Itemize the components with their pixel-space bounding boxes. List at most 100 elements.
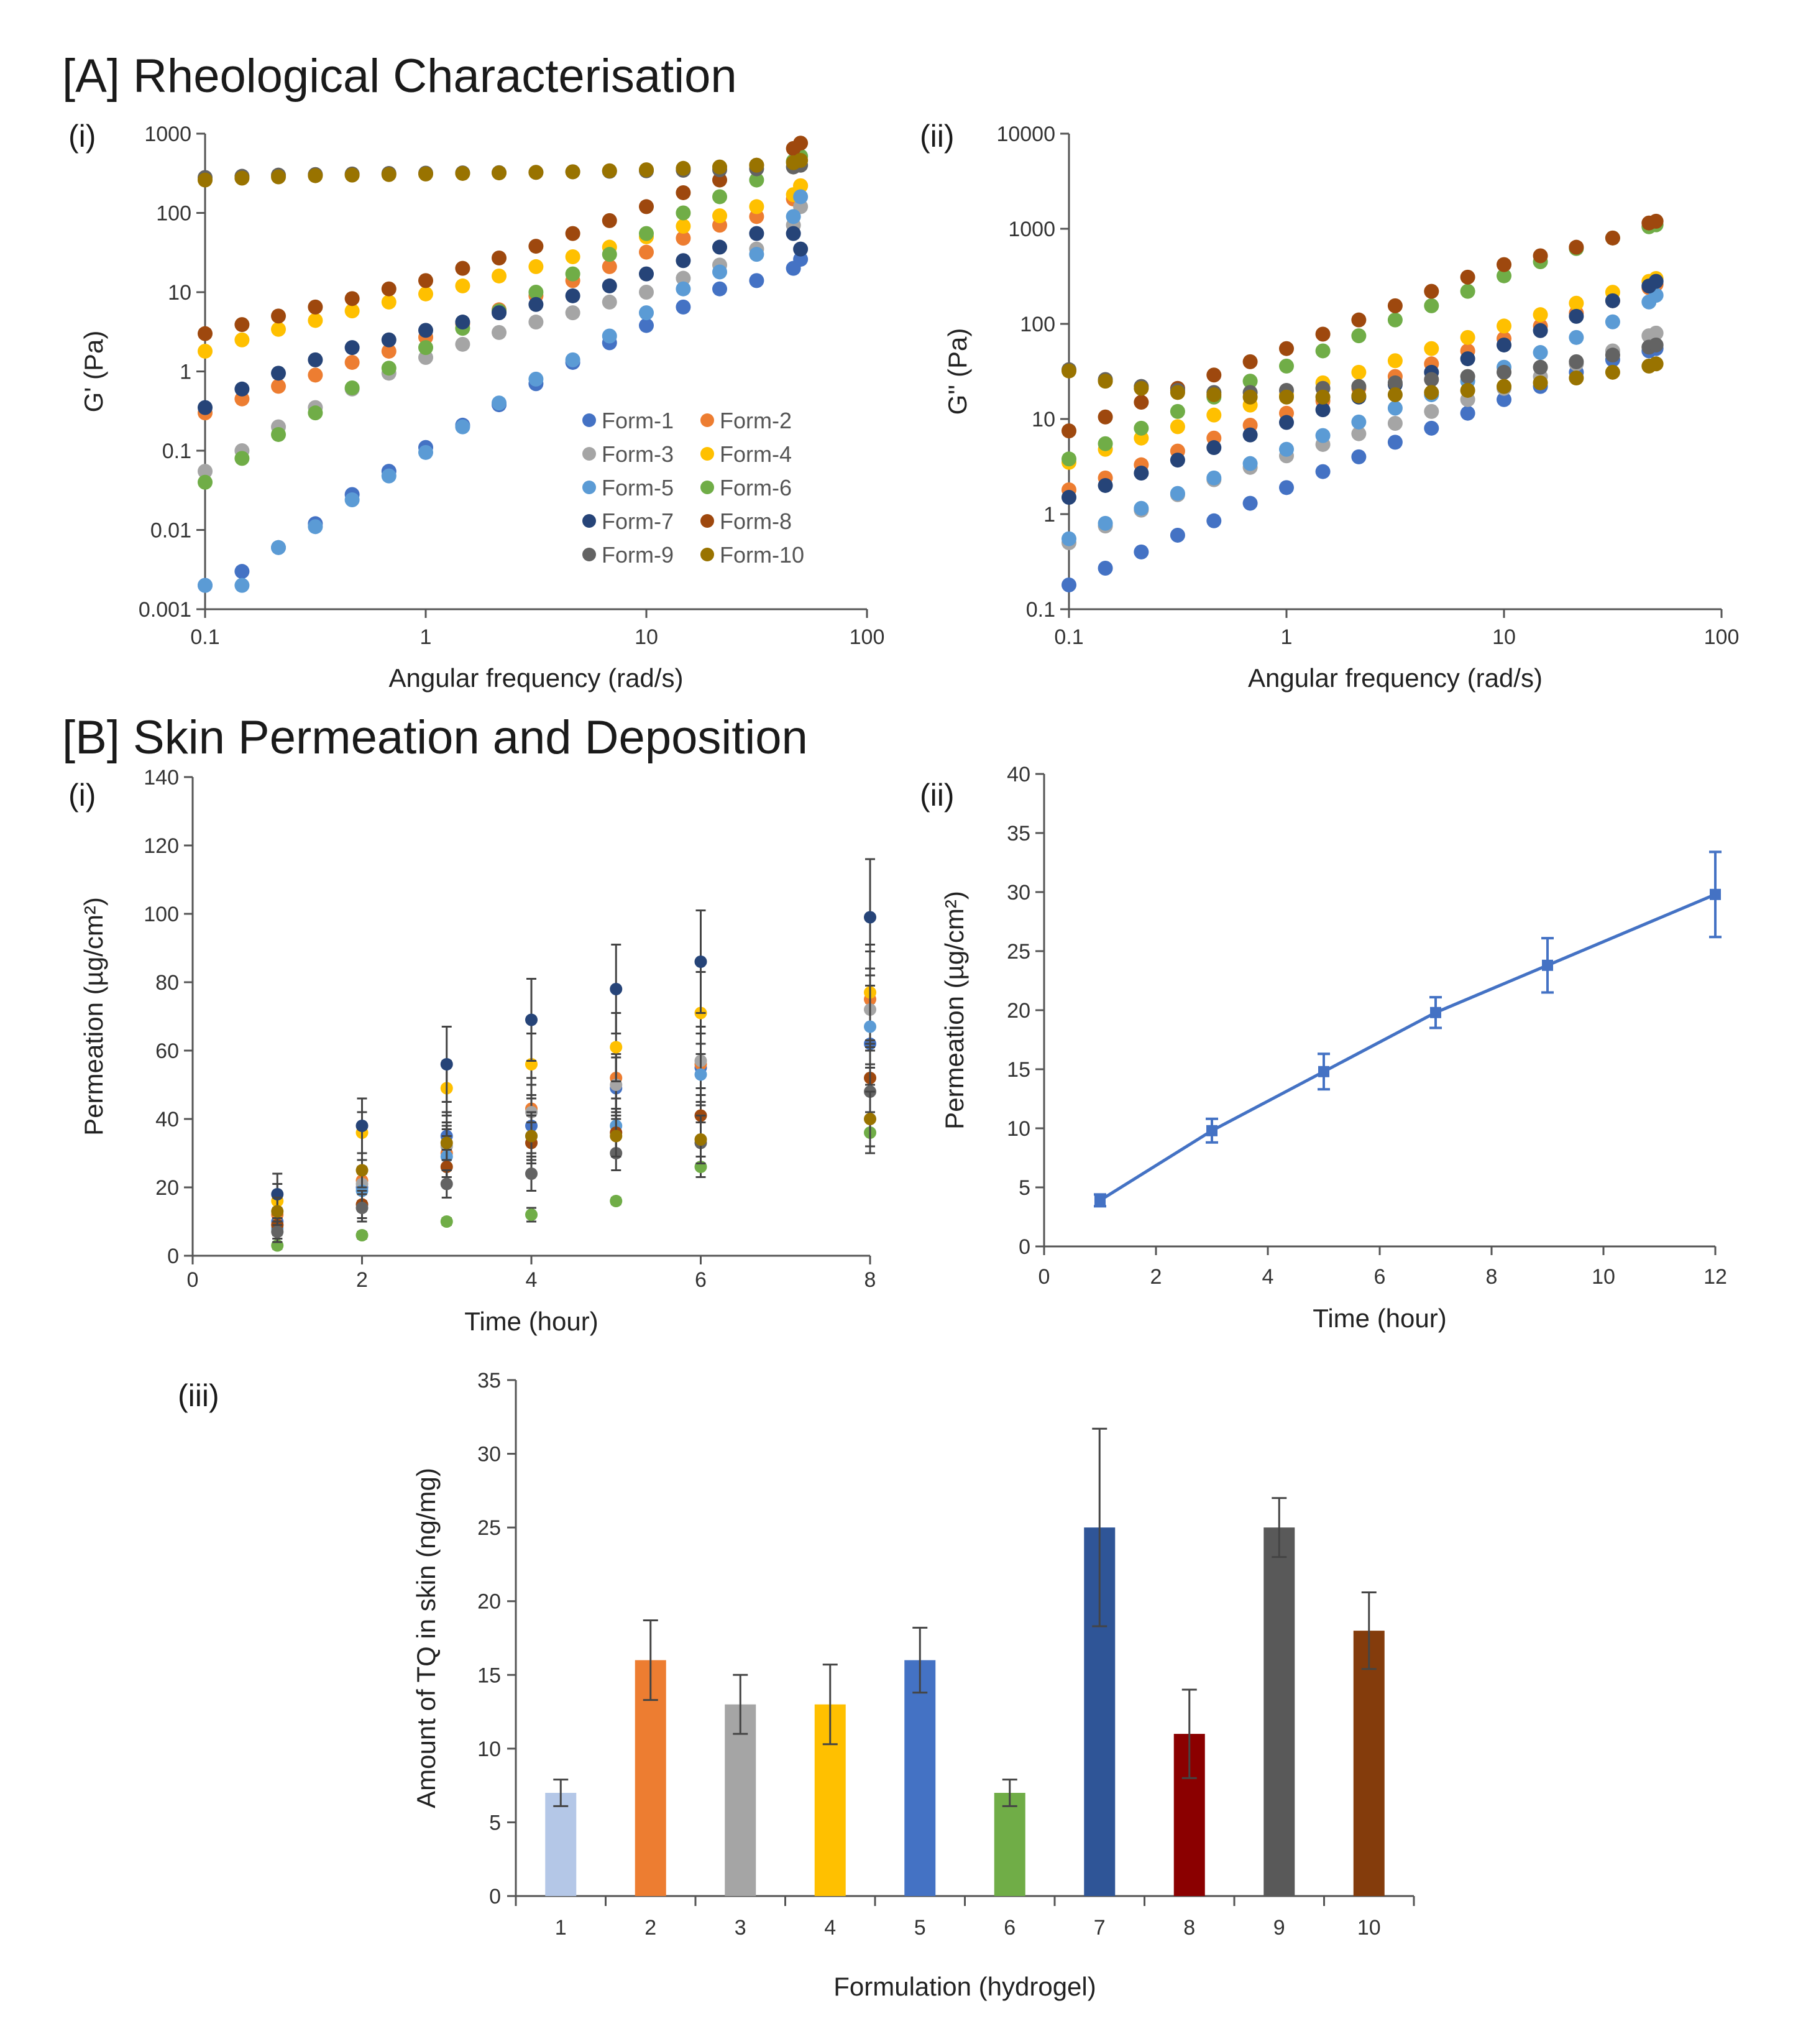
data-point-form-1 xyxy=(234,564,250,579)
x-tick-label: 0 xyxy=(187,1268,199,1292)
data-point-form-1 xyxy=(1242,495,1258,511)
legend-marker-form-10 xyxy=(700,548,714,561)
data-point-form-3 xyxy=(1387,416,1403,431)
data-point-form-5 xyxy=(1098,515,1113,531)
y-tick-label: 35 xyxy=(1007,822,1030,845)
data-point-form-7 xyxy=(1062,490,1076,505)
x-tick-label: 8 xyxy=(1486,1265,1498,1289)
legend-marker-form-7 xyxy=(582,514,596,528)
data-point-form-8 xyxy=(1387,298,1403,313)
panel-label-b-ii: (ii) xyxy=(920,778,955,813)
data-point-form-9 xyxy=(1387,375,1403,390)
y-tick-label: 40 xyxy=(1007,763,1030,786)
data-point-form-10 xyxy=(198,172,213,188)
data-point-form-10 xyxy=(492,165,507,181)
data-point-form-6 xyxy=(418,340,433,356)
series-form-7 xyxy=(198,226,809,415)
data-point-form-10 xyxy=(1170,385,1185,400)
data-point-form-10 xyxy=(712,159,728,175)
data-point-form-6 xyxy=(610,1195,623,1207)
x-tick-label: 6 xyxy=(1374,1265,1386,1289)
legend-label-form-2: Form-2 xyxy=(720,408,792,433)
data-point-form-3 xyxy=(565,305,580,321)
data-point-form-4 xyxy=(308,313,323,328)
legend-label-form-6: Form-6 xyxy=(720,475,792,500)
data-point-form-1 xyxy=(749,273,764,288)
data-point-form-7 xyxy=(1497,337,1511,352)
data-point-form-6 xyxy=(440,1215,453,1228)
data-point-form-1 xyxy=(1279,480,1294,495)
data-point-form-10 xyxy=(1206,387,1222,402)
data-point-form-5 xyxy=(1569,329,1584,345)
bar-formulation-1 xyxy=(545,1793,577,1896)
data-point-form-7 xyxy=(1206,440,1222,456)
data-point-form-7 xyxy=(565,288,580,303)
data-point-form-2 xyxy=(639,244,654,260)
data-point-form-6 xyxy=(271,426,287,442)
data-point-form-10 xyxy=(1062,363,1076,379)
data-point-form-10 xyxy=(528,165,544,180)
data-point-form-4 xyxy=(712,208,728,224)
y-tick-label: 0.1 xyxy=(1026,598,1055,622)
data-point-form-4 xyxy=(1351,364,1367,380)
section-heading-a: [A] Rheological Characterisation xyxy=(62,50,737,103)
data-point-form-9 xyxy=(525,1167,538,1180)
data-point-form-9 xyxy=(1460,369,1475,384)
x-tick-label: 100 xyxy=(1704,625,1740,649)
data-point-form-3 xyxy=(1648,325,1664,341)
data-point-form-6 xyxy=(1242,374,1258,389)
data-point-form-6 xyxy=(676,205,691,221)
data-point-form-3 xyxy=(492,325,507,340)
data-point-form-10 xyxy=(1569,371,1584,386)
x-axis-title: Angular frequency (rad/s) xyxy=(1248,663,1543,693)
bar-formulation-6 xyxy=(994,1793,1025,1896)
data-point-form-9 xyxy=(1533,359,1548,375)
bar-formulation-5 xyxy=(904,1660,936,1896)
data-point-form-10 xyxy=(676,160,691,176)
data-point-form-1 xyxy=(676,299,691,315)
data-point-form-5 xyxy=(1134,500,1149,516)
data-point-form-4 xyxy=(749,199,764,214)
data-point-form-4 xyxy=(610,1041,623,1054)
y-tick-label: 35 xyxy=(477,1369,501,1393)
data-point-form-8 xyxy=(455,260,470,276)
data-point-form-5 xyxy=(1533,345,1548,361)
series-form-7 xyxy=(271,858,876,1216)
data-point-form-5 xyxy=(1387,400,1403,416)
y-tick-label: 10 xyxy=(1032,408,1055,431)
chart-a-i-storage-modulus: 0.1 1 10 100 0.001 0.01 0.1 1 10 100 1000 Angular f… xyxy=(79,122,884,693)
data-point-form-3 xyxy=(676,270,691,286)
x-axis-title: Time (hour) xyxy=(464,1307,598,1336)
chart-b-iii-skin-deposition-bars: 0 5 10 15 20 25 30 35 1 2 3 4 5 6 7 8 9 10 Formulation (hy… xyxy=(411,1369,1415,2001)
bar-formulation-10 xyxy=(1353,1631,1385,1896)
data-point-form-8 xyxy=(1424,283,1439,299)
data-point-form-10 xyxy=(440,1136,453,1149)
data-point-form-1 xyxy=(1098,561,1113,576)
data-point-form-5 xyxy=(1605,314,1620,329)
data-point-form-7 xyxy=(1315,402,1331,418)
data-point-form-5 xyxy=(712,264,728,280)
x-tick-label: 4 xyxy=(526,1268,538,1292)
x-tick-label: 2 xyxy=(644,1916,656,1940)
y-tick-label: 10 xyxy=(477,1738,501,1761)
legend-marker-form-3 xyxy=(582,447,596,461)
y-tick-label: 80 xyxy=(155,971,179,995)
data-point-form-10 xyxy=(418,166,433,182)
data-point-form-7 xyxy=(1533,323,1548,338)
data-point-form-10 xyxy=(1387,387,1403,402)
y-tick-label: 40 xyxy=(155,1108,179,1131)
data-point-form-7 xyxy=(1134,466,1149,481)
data-point-form-4 xyxy=(271,321,287,337)
x-tick-label: 2 xyxy=(1150,1265,1162,1289)
chart-b-ii-permeation-line: 0 2 4 6 8 10 12 0 5 10 15 20 25 30 35 40 Time (hour) Perm… xyxy=(940,763,1727,1333)
data-point-form-3 xyxy=(602,294,617,310)
series-form-10 xyxy=(198,152,809,188)
y-tick-label: 5 xyxy=(489,1811,501,1835)
data-point-form-2 xyxy=(602,259,617,274)
data-point-form-4 xyxy=(1424,341,1439,356)
data-point-form-10 xyxy=(1351,388,1367,403)
data-point-form-10 xyxy=(1533,375,1548,390)
data-point-form-8 xyxy=(565,226,580,241)
data-point-form-4 xyxy=(492,268,507,283)
